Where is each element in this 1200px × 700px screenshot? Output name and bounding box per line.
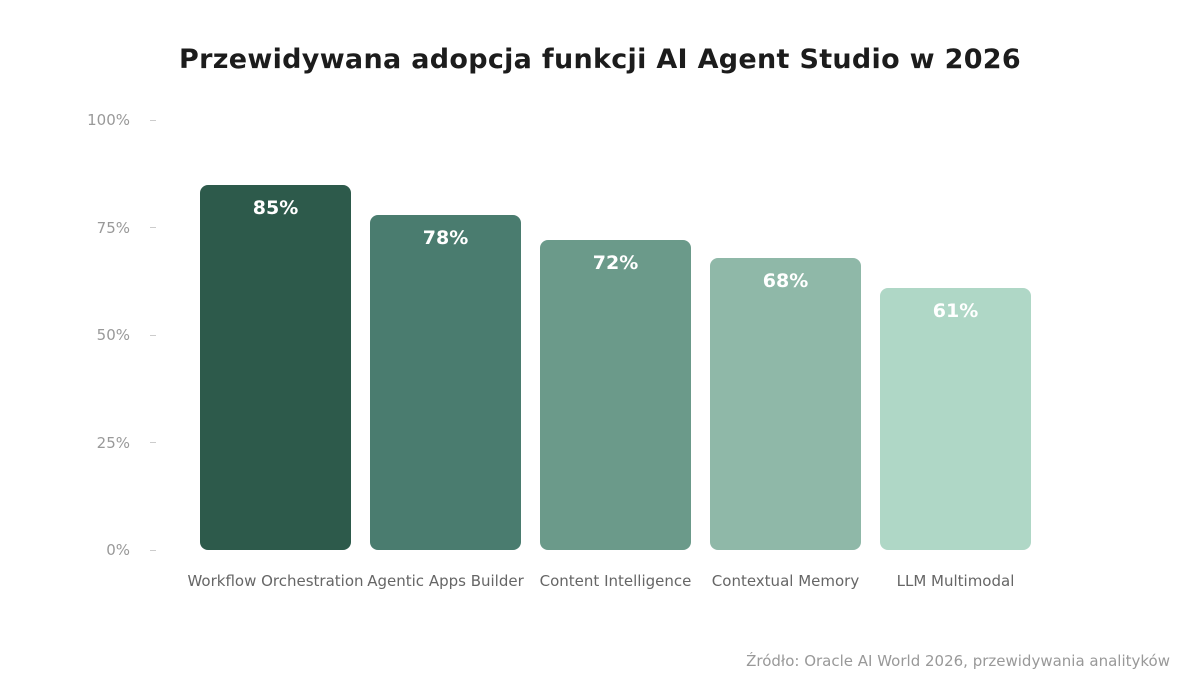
y-tick-mark	[150, 227, 156, 228]
y-tick-label: 0%	[106, 541, 130, 559]
bar-value-label: 85%	[252, 196, 299, 219]
bar-workflow-orchestration: 85%	[200, 184, 351, 550]
y-tick-label: 50%	[96, 326, 130, 344]
y-tick-mark	[150, 120, 156, 121]
bar-llm-multimodal: 61%	[880, 287, 1031, 550]
bar-value-label: 68%	[762, 269, 809, 292]
x-tick-label: Workflow Orchestration	[187, 572, 364, 590]
source-note: Źródło: Oracle AI World 2026, przewidywa…	[746, 652, 1170, 670]
y-tick-mark	[150, 442, 156, 443]
y-tick-label: 75%	[96, 218, 130, 237]
x-tick-label: Contextual Memory	[711, 572, 860, 590]
bar-content-intelligence: 72%	[540, 240, 691, 550]
chart-title: Przewidywana adopcja funkcji AI Agent St…	[179, 44, 1021, 75]
y-tick-mark	[150, 550, 156, 551]
bar-agentic-apps-builder: 78%	[370, 214, 521, 550]
bar-value-label: 78%	[422, 226, 469, 249]
bar-contextual-memory: 68%	[710, 257, 861, 550]
x-tick-label: Content Intelligence	[539, 572, 692, 590]
x-tick-label: Agentic Apps Builder	[367, 572, 524, 590]
y-tick-mark	[150, 335, 156, 336]
x-tick-label: LLM Multimodal	[896, 572, 1015, 590]
y-tick-label: 25%	[96, 433, 130, 452]
bar-value-label: 72%	[592, 252, 639, 275]
bar-value-label: 61%	[932, 299, 979, 322]
y-tick-label: 100%	[87, 111, 130, 129]
